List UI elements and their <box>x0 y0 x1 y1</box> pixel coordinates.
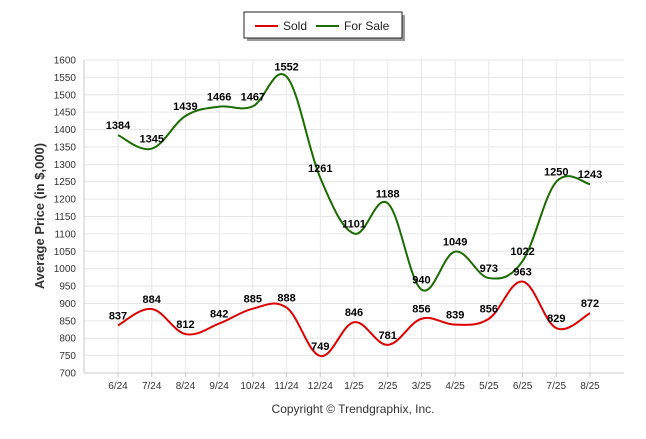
legend-label-for-sale: For Sale <box>344 19 390 33</box>
data-label-sold: 888 <box>277 293 295 305</box>
data-label-for-sale: 1261 <box>308 163 332 175</box>
x-tick-label: 2/25 <box>378 381 398 392</box>
x-tick-label: 7/25 <box>547 381 567 392</box>
y-tick-label: 1250 <box>54 177 77 188</box>
y-tick-label: 1450 <box>54 108 77 119</box>
data-label-sold: 884 <box>143 294 162 306</box>
y-tick-label: 1300 <box>54 160 77 171</box>
y-tick-label: 1100 <box>54 229 76 240</box>
x-tick-label: 10/24 <box>240 381 265 392</box>
data-label-for-sale: 1188 <box>376 188 400 200</box>
series-line-sold <box>117 280 591 357</box>
x-tick-label: 9/24 <box>209 381 229 392</box>
data-label-sold: 963 <box>513 267 531 279</box>
y-tick-label: 1200 <box>54 195 77 206</box>
data-label-sold: 842 <box>210 309 228 321</box>
data-label-for-sale: 1250 <box>544 167 568 179</box>
data-label-layer: 837 884 812 842 885 888 749 846 781 856 839 856 963 8… <box>106 62 602 353</box>
data-label-sold: 812 <box>176 319 194 331</box>
data-label-sold: 837 <box>109 310 127 322</box>
legend-label-sold: Sold <box>283 19 307 33</box>
axis-layer: 700 750 800 850 900 950 1000 1050 1100 1150 1200 12… <box>54 56 624 392</box>
y-axis-label: Average Price (in $,000) <box>32 143 47 289</box>
y-tick-label: 1600 <box>54 56 77 67</box>
data-label-for-sale: 973 <box>480 263 498 275</box>
y-tick-label: 1400 <box>54 125 77 136</box>
x-tick-label: 1/25 <box>344 381 364 392</box>
y-tick-label: 850 <box>59 316 76 327</box>
y-tick-label: 1000 <box>54 264 77 275</box>
grid-layer <box>84 59 624 374</box>
data-label-sold: 856 <box>480 304 498 316</box>
data-label-sold: 846 <box>345 307 363 319</box>
data-label-for-sale: 1467 <box>241 91 265 103</box>
data-label-for-sale: 1466 <box>207 92 231 104</box>
data-label-for-sale: 1439 <box>173 101 197 113</box>
series-line-for-sale <box>117 73 591 292</box>
data-label-sold: 839 <box>446 310 464 322</box>
data-label-for-sale: 940 <box>412 275 430 287</box>
y-tick-label: 750 <box>59 351 76 362</box>
x-tick-label: 6/24 <box>108 381 128 392</box>
y-tick-label: 1150 <box>54 212 76 223</box>
data-label-for-sale: 1022 <box>510 246 534 258</box>
y-tick-label: 950 <box>59 282 76 293</box>
copyright-footer: Copyright © Trendgraphix, Inc. <box>272 402 435 416</box>
data-label-sold: 856 <box>412 304 430 316</box>
y-tick-label: 1050 <box>54 247 77 258</box>
data-label-for-sale: 1049 <box>443 237 467 249</box>
x-tick-label: 12/24 <box>308 381 333 392</box>
series-layer <box>117 73 591 357</box>
y-tick-label: 900 <box>59 299 76 310</box>
x-tick-label: 8/24 <box>176 381 196 392</box>
x-tick-label: 5/25 <box>479 381 499 392</box>
data-label-for-sale: 1384 <box>106 120 131 132</box>
x-tick-label: 4/25 <box>445 381 465 392</box>
data-label-sold: 829 <box>547 313 565 325</box>
x-tick-label: 11/24 <box>274 381 299 392</box>
data-label-sold: 749 <box>311 341 329 353</box>
y-tick-label: 800 <box>59 334 76 345</box>
y-tick-label: 1350 <box>54 142 77 153</box>
x-tick-label: 8/25 <box>580 381 600 392</box>
data-label-for-sale: 1345 <box>139 134 163 146</box>
data-label-sold: 872 <box>581 298 599 310</box>
x-tick-label: 6/25 <box>513 381 533 392</box>
data-label-sold: 885 <box>244 294 262 306</box>
x-tick-label: 7/24 <box>142 381 162 392</box>
y-tick-label: 1550 <box>54 73 77 84</box>
y-tick-label: 1500 <box>54 90 77 101</box>
legend: Sold For Sale <box>243 11 405 41</box>
data-label-for-sale: 1243 <box>578 169 602 181</box>
data-label-sold: 781 <box>379 330 397 342</box>
x-tick-label: 3/25 <box>412 381 432 392</box>
data-label-for-sale: 1101 <box>342 219 366 231</box>
y-tick-label: 700 <box>59 369 76 380</box>
data-label-for-sale: 1552 <box>274 62 298 74</box>
